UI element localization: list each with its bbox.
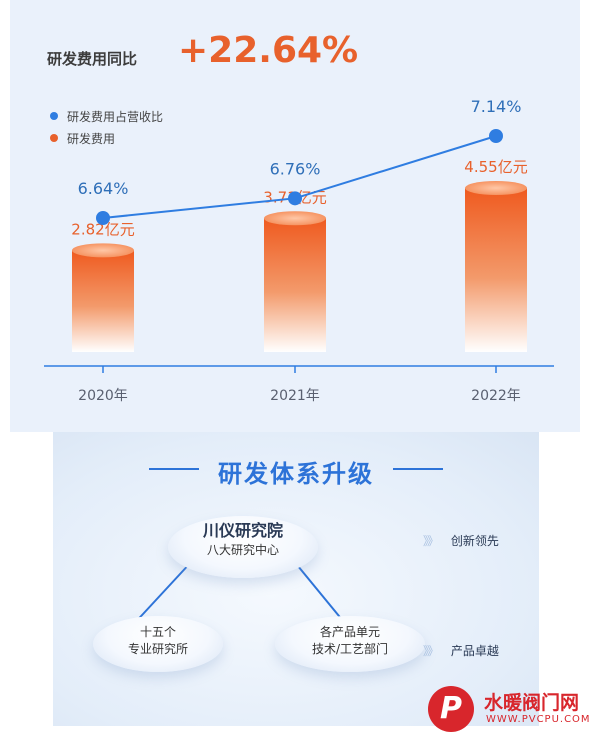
center-node-pill: [168, 516, 318, 578]
right-node-pill: [275, 616, 425, 672]
left-node: 十五个 专业研究所: [93, 624, 223, 658]
ratio-point: [288, 191, 302, 206]
bar-cap: [465, 181, 527, 195]
bar-value-label: 2.82亿元: [71, 220, 134, 238]
left-node-pill: [93, 616, 223, 672]
tag-product: 》》 产品卓越: [423, 642, 499, 659]
connector-left: [130, 559, 194, 628]
bar: [264, 218, 326, 352]
rd-chart-panel: 研发费用同比 +22.64% 研发费用占营收比 研发费用 2.82亿元3.71亿…: [10, 0, 580, 432]
tag-innovation: 》》 创新领先: [423, 532, 499, 549]
watermark-logo-icon: P: [428, 686, 474, 732]
headline-value: +22.64%: [178, 30, 359, 71]
double-chevron-icon: 》》: [423, 644, 439, 658]
legend-dot-orange-icon: [50, 134, 58, 142]
double-chevron-icon: 》》: [423, 534, 439, 548]
center-node-main: 川仪研究院: [202, 521, 283, 540]
right-node-line2: 技术/工艺部门: [311, 642, 389, 656]
left-node-line2: 专业研究所: [127, 642, 188, 656]
chart-legend: 研发费用占营收比 研发费用: [50, 105, 163, 149]
right-node: 各产品单元 技术/工艺部门: [275, 624, 425, 658]
watermark-name: 水暖阀门网: [484, 692, 580, 714]
title-line-left: [149, 468, 199, 470]
legend-label-ratio: 研发费用占营收比: [67, 109, 164, 124]
site-watermark: P 水暖阀门网 WWW.PVCPU.COM: [428, 686, 600, 734]
rd-system-panel: 研发体系升级 川仪研究院 八大研究中心 十五个 专业研究所 各产品单元 技术/工…: [53, 432, 539, 726]
bar: [72, 250, 134, 352]
connector-lines: [130, 559, 349, 628]
center-node: 川仪研究院 八大研究中心: [168, 520, 318, 559]
ratio-point: [489, 129, 503, 143]
right-node-line1: 各产品单元: [319, 625, 380, 639]
legend-label-expense: 研发费用: [67, 131, 116, 146]
legend-dot-blue-icon: [50, 112, 58, 120]
ratio-point: [96, 211, 110, 225]
x-tick-label: 2020年: [78, 388, 128, 404]
tag-product-label: 产品卓越: [450, 644, 499, 658]
legend-item-expense: 研发费用: [50, 127, 163, 149]
x-tick-label: 2022年: [471, 388, 521, 404]
ratio-value-label: 6.76%: [270, 159, 321, 178]
connector-right: [292, 559, 349, 628]
bar-cap: [264, 211, 326, 226]
chart-plot: 2.82亿元3.71亿元4.55亿元 6.64%6.76%7.14% 2020年…: [44, 97, 554, 404]
bar-cap: [72, 243, 134, 258]
tag-innovation-label: 创新领先: [450, 534, 499, 548]
legend-item-ratio: 研发费用占营收比: [50, 105, 163, 127]
left-node-line1: 十五个: [139, 625, 176, 639]
title-line-right: [393, 468, 443, 470]
system-title: 研发体系升级: [218, 460, 374, 488]
center-node-sub: 八大研究中心: [206, 543, 279, 557]
ratio-value-label: 6.64%: [78, 179, 129, 198]
bar-value-label: 4.55亿元: [464, 158, 527, 176]
bar: [465, 188, 527, 352]
headline-label: 研发费用同比: [47, 50, 138, 68]
ratio-value-label: 7.14%: [471, 97, 522, 116]
watermark-url: WWW.PVCPU.COM: [486, 714, 591, 725]
x-tick-label: 2021年: [270, 388, 320, 404]
